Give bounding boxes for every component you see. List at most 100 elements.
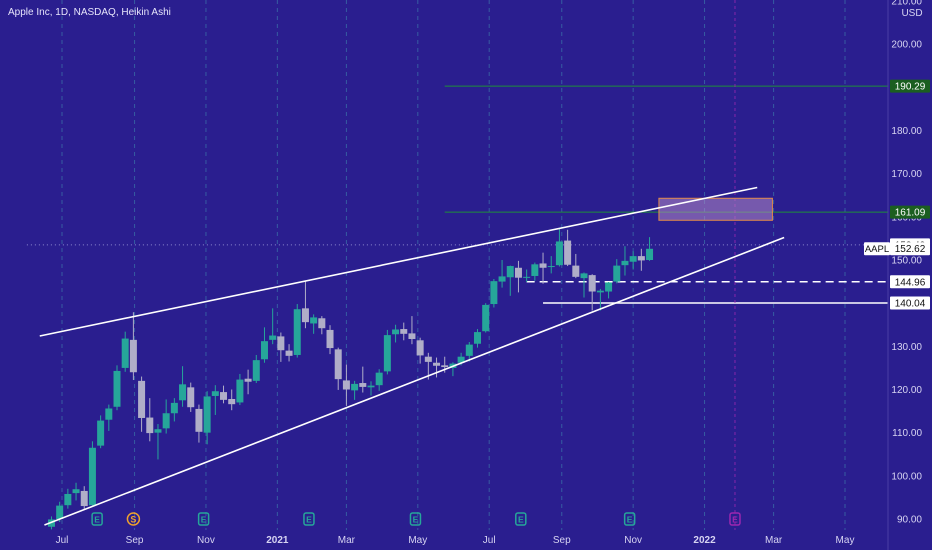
candle <box>596 288 604 311</box>
lower-trendline[interactable] <box>44 236 785 526</box>
candle-body <box>621 260 629 266</box>
candle-body <box>596 290 604 293</box>
event-glyph: E <box>732 515 738 525</box>
candle-body <box>441 365 449 368</box>
candle <box>506 265 514 296</box>
candle <box>482 303 490 333</box>
earnings-event[interactable]: E <box>729 512 741 526</box>
y-tick-label: 110.00 <box>892 428 922 439</box>
earnings-event[interactable]: E <box>409 512 422 526</box>
candle <box>162 399 170 434</box>
candle <box>629 251 637 270</box>
x-tick-label: Nov <box>197 535 215 546</box>
candle <box>408 316 416 345</box>
candle-body <box>277 336 285 351</box>
y-tick-label: 210.00 <box>891 0 922 8</box>
candle-body <box>342 380 350 390</box>
split-icon <box>126 512 141 526</box>
candle <box>465 342 473 362</box>
candle-body <box>375 372 383 386</box>
candle-body <box>195 408 203 432</box>
candle-body <box>523 276 531 278</box>
candle <box>203 391 211 445</box>
candle-body <box>187 387 195 408</box>
upper-trendline[interactable] <box>39 186 758 337</box>
candle <box>146 398 154 442</box>
candle-body <box>203 396 211 433</box>
candle-body <box>498 276 506 282</box>
earnings-event[interactable]: E <box>91 512 103 526</box>
candle <box>179 366 187 407</box>
candle <box>531 262 539 281</box>
candle <box>637 248 645 271</box>
x-tick-label: Sep <box>553 535 571 546</box>
x-tick-label: Mar <box>338 535 356 546</box>
candle-body <box>220 392 228 400</box>
y-tick-label: 90.00 <box>897 515 922 526</box>
y-tick-label: 100.00 <box>891 471 922 482</box>
candle-body <box>564 240 572 265</box>
candle-body <box>383 335 391 372</box>
candle-body <box>170 402 178 414</box>
y-tick-label: 170.00 <box>891 169 922 180</box>
candle-body <box>572 265 580 277</box>
price-tag-bg <box>890 296 930 310</box>
candle-body <box>605 282 613 292</box>
candle-body <box>367 385 375 388</box>
x-tick-label: 2022 <box>693 535 716 546</box>
earnings-event[interactable]: E <box>515 512 527 526</box>
earnings-icon <box>409 512 422 526</box>
candle-body <box>424 356 432 362</box>
candle-body <box>228 398 236 405</box>
candle <box>121 331 129 372</box>
candle <box>383 329 391 375</box>
price-tag-bg <box>890 242 930 256</box>
candle <box>236 373 244 406</box>
x-tick-label: Sep <box>126 535 144 546</box>
candle <box>342 364 350 406</box>
candle <box>113 365 121 411</box>
event-glyph: E <box>627 515 633 525</box>
earnings-icon <box>303 512 315 526</box>
price-tag-bg <box>890 275 930 289</box>
currency-label: USD <box>901 8 922 19</box>
candle <box>220 385 228 404</box>
earnings-icon <box>515 512 527 526</box>
price-tag-152-62: AAPL 152.62 <box>864 242 930 256</box>
candle-body <box>162 413 170 429</box>
candle-body <box>539 263 547 268</box>
earnings-event[interactable]: E <box>197 512 210 526</box>
candle-body <box>244 378 252 382</box>
candle <box>539 252 547 284</box>
earnings-event[interactable]: E <box>623 512 636 526</box>
candle-body <box>351 383 359 391</box>
trendlines[interactable] <box>39 186 785 526</box>
candle-body <box>236 379 244 403</box>
candle-body <box>326 329 334 349</box>
candle <box>646 237 654 261</box>
candle-body <box>334 349 342 380</box>
candle <box>580 272 588 298</box>
event-glyph: E <box>94 515 100 525</box>
candle <box>523 269 531 283</box>
candle <box>433 357 441 378</box>
candle <box>392 324 400 343</box>
price-tag-190-29: 190.29 <box>890 79 930 93</box>
candle <box>187 382 195 412</box>
candle <box>326 325 334 355</box>
split-event[interactable]: S <box>126 512 141 526</box>
candle <box>64 488 72 509</box>
candle-body <box>646 248 654 260</box>
candle <box>375 369 383 391</box>
earnings-event[interactable]: E <box>303 512 315 526</box>
target-zone[interactable] <box>658 197 773 221</box>
candle-body <box>80 490 88 507</box>
candle-body <box>56 505 64 519</box>
target-zone-rect[interactable] <box>658 197 773 221</box>
candle-body <box>252 360 260 381</box>
